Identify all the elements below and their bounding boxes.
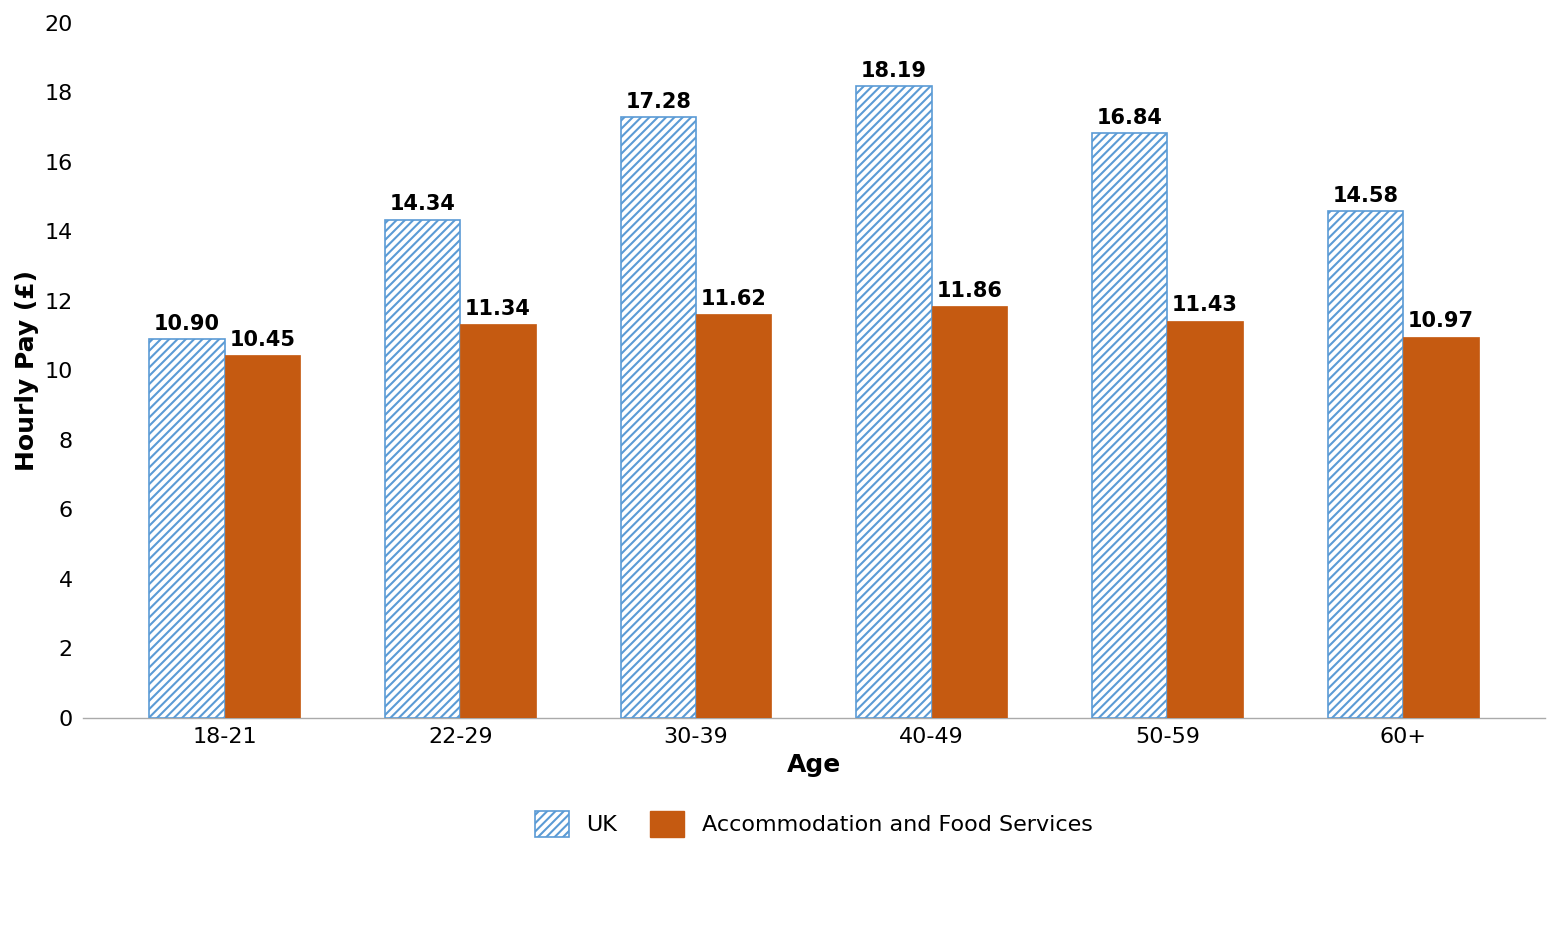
Bar xyxy=(621,118,696,718)
Bar xyxy=(696,314,771,718)
Bar xyxy=(1167,320,1243,718)
Text: 11.62: 11.62 xyxy=(700,289,766,309)
Text: 11.86: 11.86 xyxy=(936,281,1003,300)
Bar xyxy=(1402,336,1479,718)
Bar xyxy=(1092,133,1167,718)
Bar xyxy=(385,219,460,718)
Text: 18.19: 18.19 xyxy=(861,60,927,81)
Bar xyxy=(931,306,1008,718)
Bar xyxy=(225,355,300,718)
Text: 10.45: 10.45 xyxy=(229,330,295,349)
Bar xyxy=(1328,211,1402,718)
Y-axis label: Hourly Pay (£): Hourly Pay (£) xyxy=(16,269,39,471)
Text: 17.28: 17.28 xyxy=(626,92,691,112)
Text: 16.84: 16.84 xyxy=(1097,107,1162,127)
Text: 14.34: 14.34 xyxy=(390,194,456,215)
Bar xyxy=(856,86,931,718)
Text: 11.43: 11.43 xyxy=(1172,296,1239,316)
Bar xyxy=(460,324,535,718)
Text: 14.58: 14.58 xyxy=(1332,187,1398,206)
Text: 11.34: 11.34 xyxy=(465,299,530,318)
Text: 10.97: 10.97 xyxy=(1407,312,1474,332)
Bar xyxy=(150,339,225,718)
Legend: UK, Accommodation and Food Services: UK, Accommodation and Food Services xyxy=(526,802,1101,846)
X-axis label: Age: Age xyxy=(786,753,841,777)
Text: 10.90: 10.90 xyxy=(154,314,220,333)
